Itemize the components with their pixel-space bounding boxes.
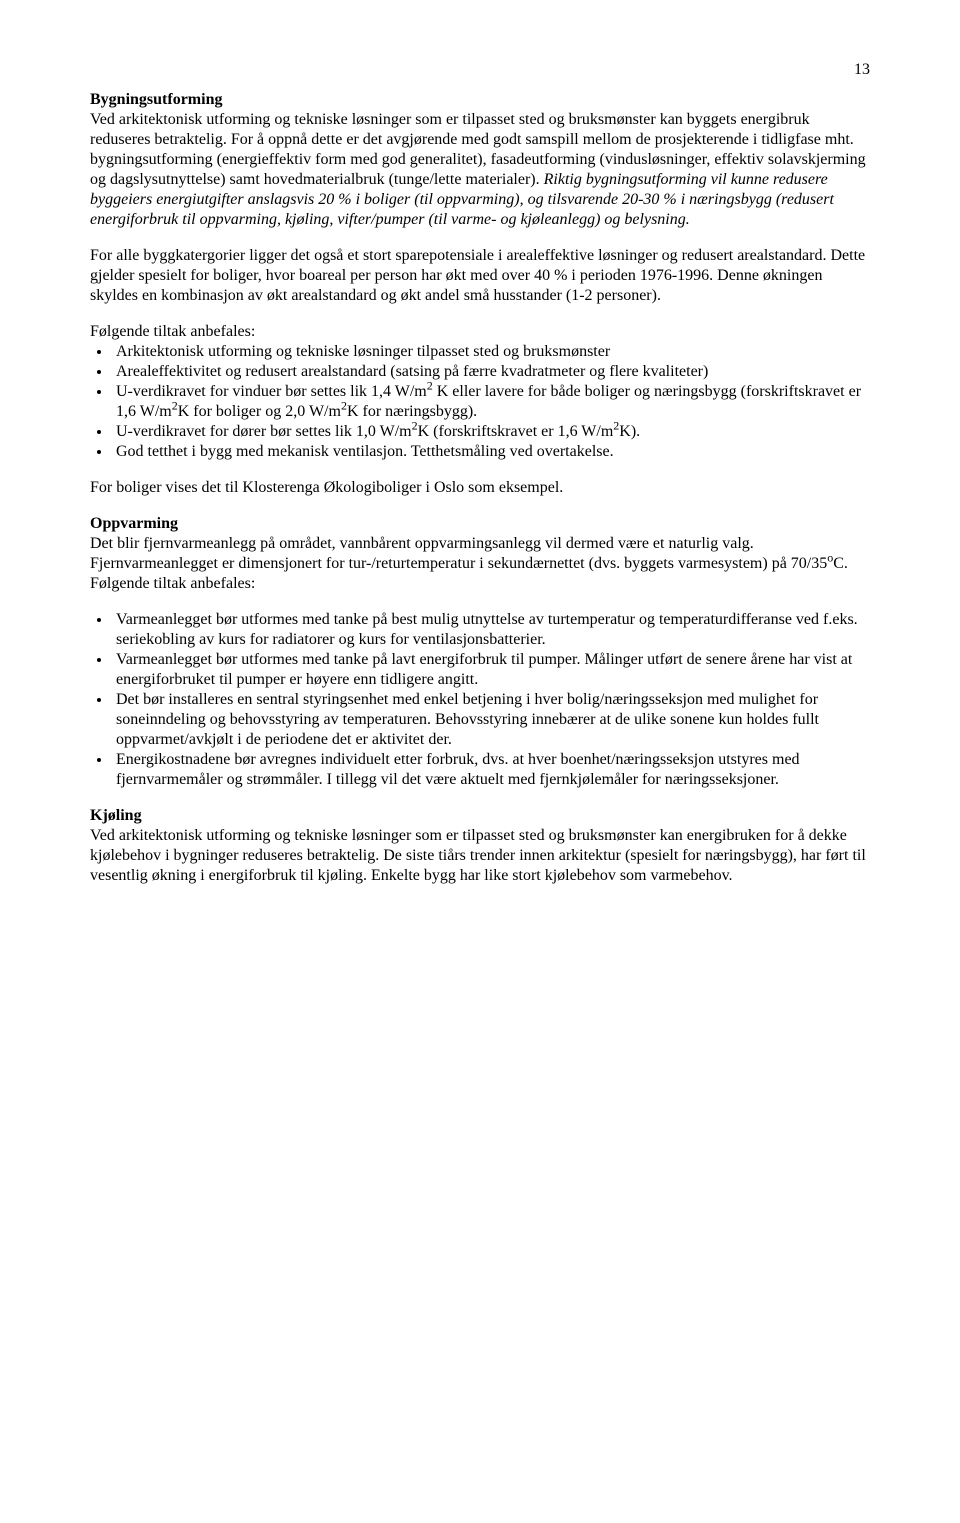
paragraph: For alle byggkatergorier ligger det også… (90, 246, 870, 306)
text: K for næringsbygg). (347, 403, 477, 420)
text: K for boliger og 2,0 W/m (178, 403, 341, 420)
paragraph: Det blir fjernvarmeanlegg på området, va… (90, 534, 870, 594)
list-item: Arkitektonisk utforming og tekniske løsn… (112, 342, 870, 362)
list-item: Varmeanlegget bør utformes med tanke på … (112, 610, 870, 650)
text: K (forskriftskravet er 1,6 W/m (418, 423, 614, 440)
bullet-list: Arkitektonisk utforming og tekniske løsn… (90, 342, 870, 462)
list-item: Varmeanlegget bør utformes med tanke på … (112, 650, 870, 690)
paragraph: Ved arkitektonisk utforming og tekniske … (90, 826, 870, 886)
list-item: Energikostnadene bør avregnes individuel… (112, 750, 870, 790)
paragraph: Ved arkitektonisk utforming og tekniske … (90, 110, 870, 230)
bullet-list: Varmeanlegget bør utformes med tanke på … (90, 610, 870, 790)
heading-oppvarming: Oppvarming (90, 514, 870, 534)
paragraph: For boliger vises det til Klosterenga Øk… (90, 478, 870, 498)
text: Det blir fjernvarmeanlegg på området, va… (90, 535, 827, 572)
list-item: U-verdikravet for dører bør settes lik 1… (112, 422, 870, 442)
text: U-verdikravet for vinduer bør settes lik… (116, 383, 427, 400)
list-intro: Følgende tiltak anbefales: (90, 322, 870, 342)
list-item: Det bør installeres en sentral styringse… (112, 690, 870, 750)
text: K). (619, 423, 640, 440)
heading-kjoling: Kjøling (90, 806, 870, 826)
list-item: U-verdikravet for vinduer bør settes lik… (112, 382, 870, 422)
text: U-verdikravet for dører bør settes lik 1… (116, 423, 412, 440)
list-item: Arealeffektivitet og redusert arealstand… (112, 362, 870, 382)
heading-bygningsutforming: Bygningsutforming (90, 90, 870, 110)
list-item: God tetthet i bygg med mekanisk ventilas… (112, 442, 870, 462)
page-number: 13 (90, 60, 870, 80)
